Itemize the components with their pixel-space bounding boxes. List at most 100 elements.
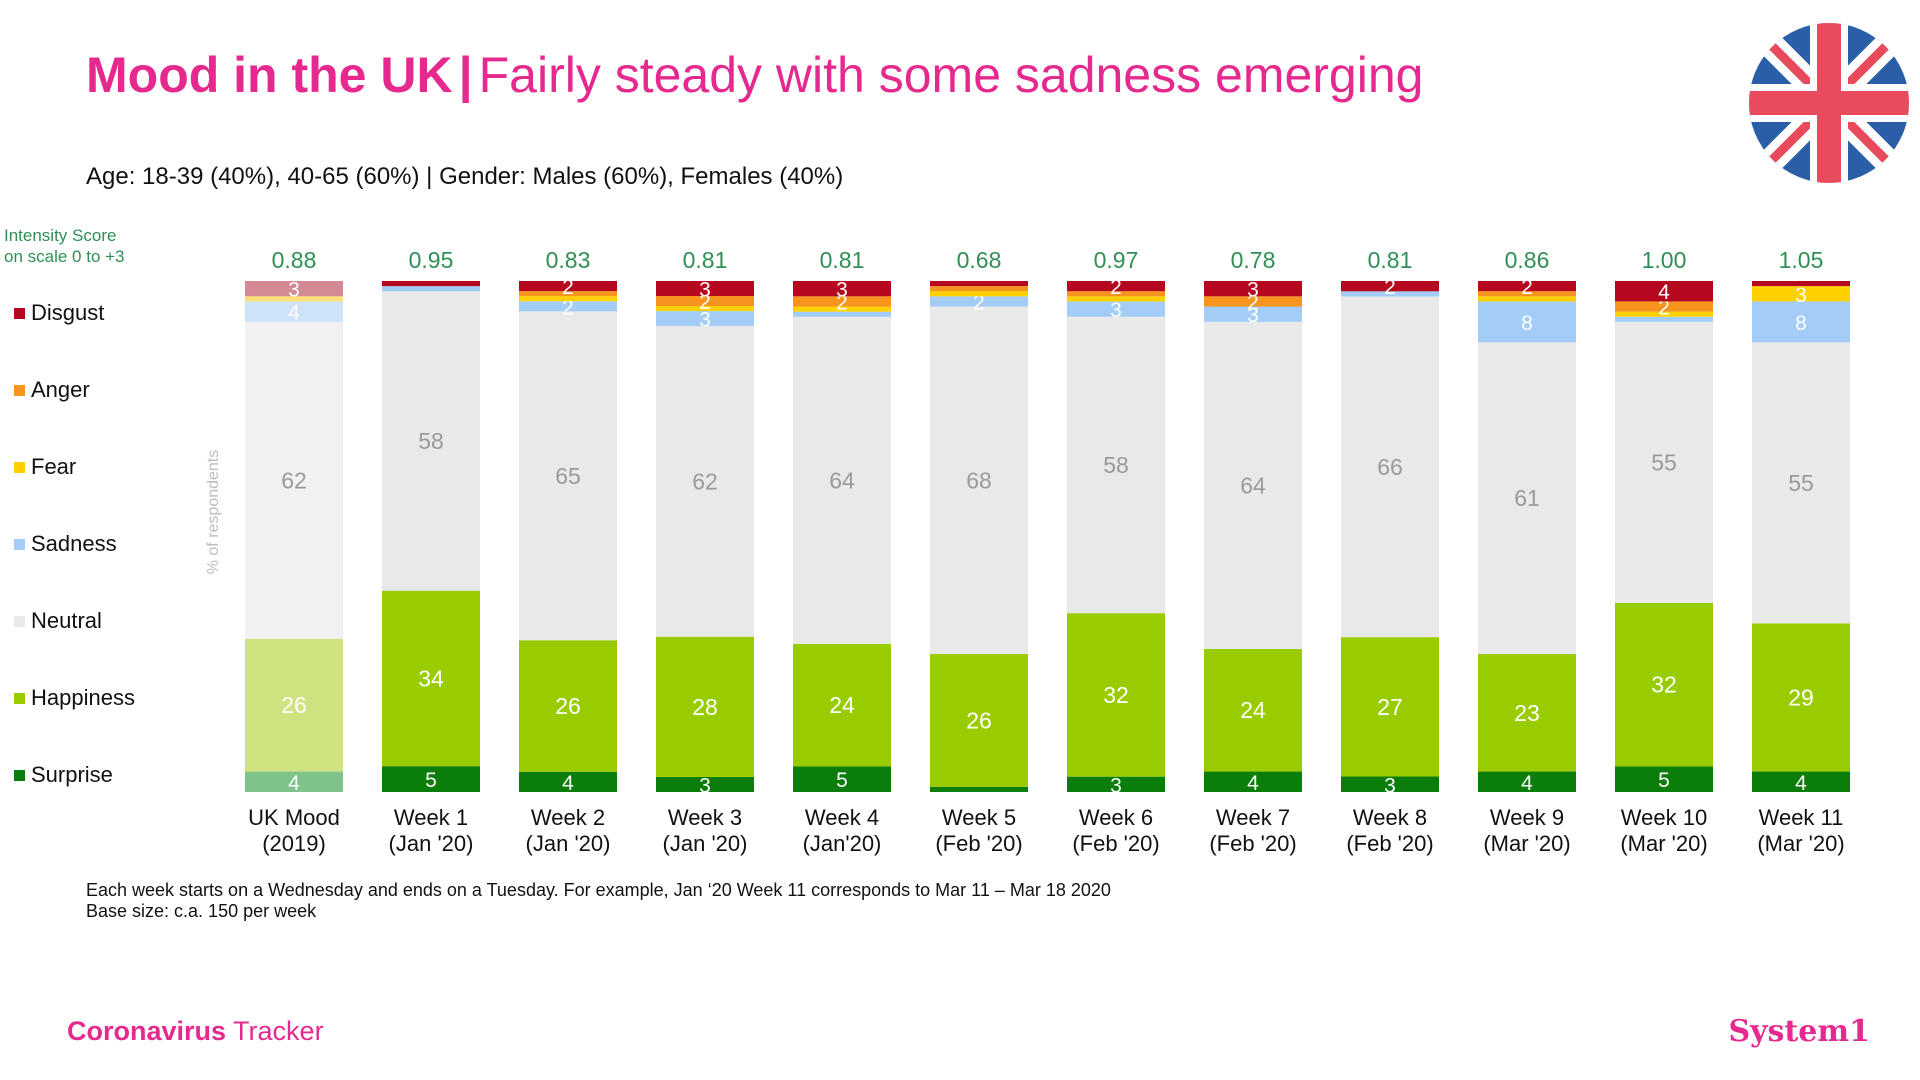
bar-segment-anger [930, 286, 1028, 292]
data-label: 64 [1240, 472, 1266, 498]
intensity-score-note: Intensity Score on scale 0 to +3 [4, 225, 125, 267]
tick-label: (Jan '20) [663, 831, 748, 856]
tick-label: Week 4 [805, 805, 879, 830]
bar-segment-fear [1478, 296, 1576, 302]
bar-segment-disgust [656, 281, 754, 297]
data-label: 55 [1788, 470, 1814, 496]
bar-segment-sadness [793, 311, 891, 317]
intensity-note-line2: on scale 0 to +3 [4, 247, 125, 266]
data-label: 3 [1795, 284, 1807, 307]
data-label: 66 [1377, 454, 1403, 480]
sample-description: Age: 18-39 (40%), 40-65 (60%) | Gender: … [86, 163, 844, 190]
bar-segment-surprise [1615, 766, 1713, 792]
data-label: 4 [562, 772, 574, 795]
bar-segment-sadness [1752, 301, 1850, 343]
legend-swatch [14, 692, 25, 704]
bar-segment-happiness [1341, 637, 1439, 777]
data-label: 4 [1247, 772, 1259, 795]
legend-item-surprise: Surprise [14, 762, 113, 788]
data-label: 5 [1658, 769, 1670, 792]
bar-segment-anger [1067, 291, 1165, 297]
legend-label: Disgust [31, 300, 105, 325]
bar-segment-sadness [1615, 316, 1713, 322]
data-label: 5 [836, 769, 848, 792]
legend-item-sadness: Sadness [14, 531, 117, 557]
bar-segment-happiness [519, 640, 617, 772]
tick-label: (2019) [262, 831, 326, 856]
tick-label: Week 2 [531, 805, 605, 830]
data-label: 2 [699, 291, 711, 314]
bar-segment-disgust [1204, 281, 1302, 297]
bar-segment-surprise [519, 771, 617, 792]
tick-label: (Jan '20) [389, 831, 474, 856]
legend-item-fear: Fear [14, 454, 76, 480]
tick-label: Week 7 [1216, 805, 1290, 830]
bar-segment-sadness [519, 301, 617, 312]
bar-segment-sadness [1478, 301, 1576, 343]
footnote-line2: Base size: c.a. 150 per week [86, 901, 317, 921]
bar-segment-surprise [1341, 776, 1439, 792]
data-label: 4 [1658, 281, 1670, 304]
intensity-score: 0.86 [1505, 247, 1550, 273]
data-label: 65 [555, 463, 581, 489]
tick-label: (Jan'20) [803, 831, 882, 856]
tick-label: (Feb '20) [935, 831, 1022, 856]
bar-segment-surprise [1752, 771, 1850, 792]
intensity-score: 0.78 [1231, 247, 1276, 273]
legend-swatch [14, 538, 25, 550]
tick-label: Week 6 [1079, 805, 1153, 830]
data-label: 26 [281, 692, 307, 718]
legend-item-anger: Anger [14, 377, 90, 403]
bar-segment-neutral [382, 291, 480, 591]
data-label: 2 [973, 291, 985, 314]
bar-segment-disgust [1615, 281, 1713, 302]
bar-segment-fear [656, 306, 754, 312]
bar-segment-happiness [1615, 602, 1713, 767]
legend-swatch [14, 615, 25, 627]
brand-left-rest: Tracker [226, 1016, 324, 1046]
bar-segment-surprise [793, 766, 891, 792]
intensity-score: 0.81 [820, 247, 865, 273]
tick-label: (Mar '20) [1620, 831, 1707, 856]
bar-segment-neutral [1478, 342, 1576, 655]
legend-label: Sadness [31, 531, 117, 556]
data-label: 2 [562, 276, 574, 299]
legend-label: Happiness [31, 685, 135, 710]
data-label: 64 [829, 467, 855, 493]
legend-swatch [14, 307, 25, 319]
bar-segment-fear [793, 306, 891, 312]
data-label: 3 [1247, 279, 1259, 302]
tick-label: Week 8 [1353, 805, 1427, 830]
data-label: 2 [1521, 276, 1533, 299]
bar-segment-happiness [656, 636, 754, 777]
intensity-score: 1.00 [1642, 247, 1687, 273]
bar-segment-anger [1478, 291, 1576, 297]
bar-segment-surprise [1478, 771, 1576, 792]
data-label: 3 [699, 279, 711, 302]
intensity-score: 0.81 [1368, 247, 1413, 273]
bar-segment-disgust [793, 281, 891, 297]
data-label: 58 [418, 428, 444, 454]
bar-segment-neutral [1615, 321, 1713, 603]
intensity-score: 0.88 [272, 247, 317, 273]
data-label: 62 [692, 468, 718, 494]
page-title: Mood in the UK | Fairly steady with some s… [86, 46, 1423, 104]
data-label: 3 [288, 279, 300, 302]
footnote-line1: Each week starts on a Wednesday and ends… [86, 880, 1111, 900]
data-label: 34 [418, 665, 444, 691]
bar-segment-happiness [930, 654, 1028, 787]
data-label: 2 [562, 296, 574, 319]
data-label: 2 [1384, 276, 1396, 299]
tick-label: Week 5 [942, 805, 1016, 830]
data-label: 2 [836, 291, 848, 314]
data-label: 5 [425, 769, 437, 792]
bar-segment-surprise [656, 776, 754, 792]
tick-label: Week 11 [1759, 805, 1844, 830]
intensity-note-line1: Intensity Score [4, 226, 117, 245]
data-label: 26 [966, 707, 992, 733]
bar-segment-sadness [1341, 291, 1439, 297]
data-label: 23 [1514, 700, 1540, 726]
bar-segment-happiness [793, 643, 891, 767]
legend-label: Anger [31, 377, 90, 402]
bar-segment-sadness [1204, 306, 1302, 322]
